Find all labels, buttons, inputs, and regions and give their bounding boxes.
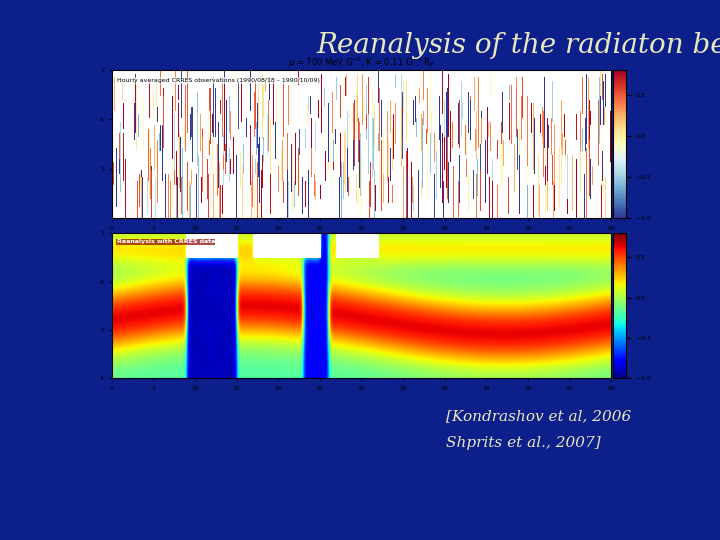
Title: $\mu$ = 700 MeV G$^{-1}$, K = 0.11 G$^{0.5}$ R$_E$: $\mu$ = 700 MeV G$^{-1}$, K = 0.11 G$^{0… — [288, 56, 435, 70]
Text: Reanalysis of the radiaton belt fluxes: Reanalysis of the radiaton belt fluxes — [317, 32, 720, 59]
Text: Hourly averaged CRRES observations (1990/08/18 – 1990/10/09): Hourly averaged CRRES observations (1990… — [117, 78, 320, 83]
Text: Shprits et al., 2007]: Shprits et al., 2007] — [446, 436, 601, 450]
Text: Reanalysis with CRRES data: Reanalysis with CRRES data — [117, 239, 215, 245]
Text: [Kondrashov et al, 2006: [Kondrashov et al, 2006 — [446, 409, 631, 423]
